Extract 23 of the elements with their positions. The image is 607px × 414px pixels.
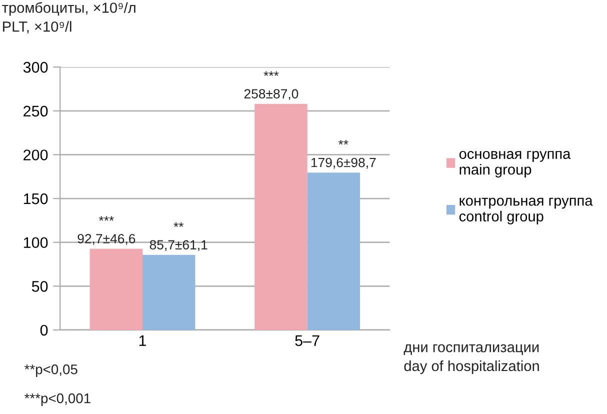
x-tick-label: 5–7 <box>295 335 320 346</box>
text: ***p<0,001 <box>24 393 90 406</box>
y-tick-label: 50 <box>32 281 48 292</box>
data-label: *** 92,7±46,6 <box>78 216 136 245</box>
text: **p<0,05 <box>24 364 78 378</box>
bar <box>90 248 142 330</box>
data-label: ** 85,7±61,1 <box>150 222 208 252</box>
x-tick-label: 1 <box>139 335 146 346</box>
y-tick-label: 300 <box>23 62 48 73</box>
bar <box>254 104 308 330</box>
bar <box>307 172 360 330</box>
legend-label: основная группа main group <box>459 150 571 178</box>
data-label: *** 258±87,0 <box>244 71 298 100</box>
data-label: ** 179,6±98,7 <box>311 140 376 169</box>
y-tick-label: 0 <box>40 324 48 336</box>
bar <box>142 254 196 330</box>
y-tick-label: 150 <box>24 193 48 204</box>
y-axis-title: тромбоциты, ×10⁹/л PLT, ×10⁹/l <box>2 2 136 34</box>
y-tick-label: 100 <box>24 237 48 248</box>
y-tick-label: 250 <box>24 106 48 117</box>
y-tick-label: 200 <box>24 150 48 160</box>
legend-label: контрольная группа control group <box>459 198 593 224</box>
x-axis-title: дни госпитализации day of hospitalization <box>404 344 539 374</box>
